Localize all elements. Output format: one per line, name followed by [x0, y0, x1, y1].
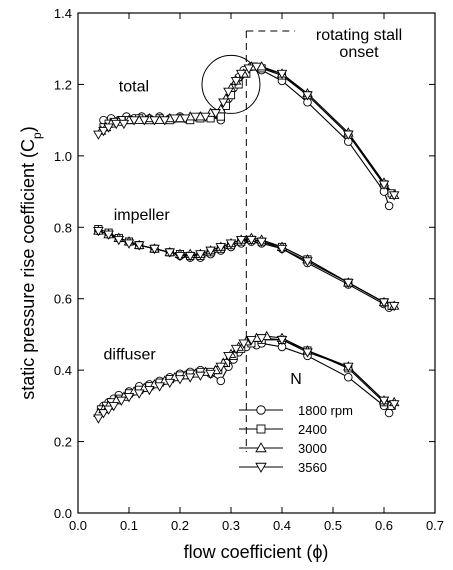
y-tick-label: 0.0	[54, 506, 72, 521]
y-tick-label: 0.4	[54, 363, 72, 378]
annotation-onset: onset	[339, 44, 379, 61]
annotation-rotating-stall: rotating stall	[316, 27, 402, 44]
marker-triangle-down	[94, 415, 103, 423]
y-tick-label: 1.4	[54, 6, 72, 21]
x-tick-label: 0.5	[324, 518, 342, 533]
marker-circle	[385, 409, 393, 417]
legend: N 1800 rpm 2400 3000 3560	[239, 371, 353, 475]
marker-circle	[257, 406, 266, 415]
legend-label: 3560	[298, 460, 327, 475]
x-tick-label: 0.1	[120, 518, 138, 533]
x-tick-label: 0.6	[375, 518, 393, 533]
legend-label: 1800 rpm	[298, 403, 353, 418]
marker-square	[257, 425, 265, 433]
y-axis-title-close: )	[18, 126, 38, 132]
y-tick-label: 1.2	[54, 77, 72, 92]
x-tick-label: 0.3	[222, 518, 240, 533]
marker-circle	[217, 377, 225, 385]
y-tick-label: 0.8	[54, 220, 72, 235]
x-axis-title: flow coefficient (ϕ)	[184, 542, 329, 562]
group-label: impeller	[114, 207, 171, 224]
marker-circle	[385, 202, 393, 210]
y-axis-title-main: static pressure rise coefficient (C	[18, 139, 38, 400]
y-axis-title: static pressure rise coefficient (Cp)	[18, 126, 44, 399]
marker-square	[217, 113, 224, 120]
x-tick-label: 0.7	[426, 518, 444, 533]
group-label: diffuser	[104, 346, 157, 363]
axis-tick-labels: 0.0 0.1 0.2 0.3 0.4 0.5 0.6 0.7 0.0 0.2 0.4 0.6 0.8 1…	[54, 6, 444, 533]
y-tick-label: 0.6	[54, 292, 72, 307]
marker-circle	[344, 373, 352, 381]
x-tick-label: 0.2	[171, 518, 189, 533]
legend-title: N	[290, 371, 302, 388]
marker-triangle-up	[256, 443, 266, 452]
group-label: total	[119, 79, 149, 96]
marker-triangle-down	[256, 463, 266, 472]
y-tick-label: 0.2	[54, 435, 72, 450]
legend-label: 2400	[298, 422, 327, 437]
x-tick-label: 0.4	[273, 518, 291, 533]
y-tick-label: 1.0	[54, 149, 72, 164]
legend-label: 3000	[298, 441, 327, 456]
